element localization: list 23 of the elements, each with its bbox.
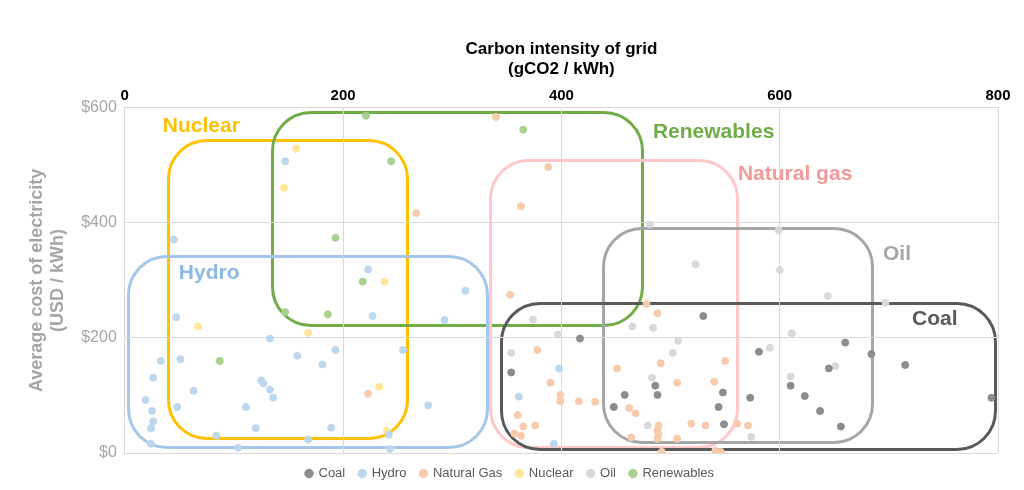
x-tick-label: 600 [767, 85, 793, 103]
legend-label: Natural Gas [432, 465, 503, 481]
annotation: Nuclear [162, 112, 240, 136]
legend-label: Renewables [642, 465, 715, 481]
x-axis-title: Carbon intensity of grid (gCO2 / kWh) [465, 38, 658, 79]
y-tick-label: $200 [81, 328, 117, 346]
legend-label: Coal [318, 465, 346, 481]
x-tick-label: 400 [548, 85, 574, 103]
legend-label: Hydro [371, 465, 407, 481]
x-tick-label: 800 [985, 85, 1011, 103]
y-tick-label: $0 [99, 443, 117, 461]
annotation: Renewables [652, 119, 775, 143]
y-tick-label: $600 [81, 98, 117, 116]
annotation: Oil [882, 240, 911, 264]
legend-label: Oil [600, 465, 617, 481]
legend-label: Nuclear [528, 465, 575, 481]
x-tick-label: 0 [120, 85, 129, 103]
annotation: Hydro [178, 260, 240, 284]
x-tick-label: 200 [330, 85, 356, 103]
annotation: Coal [911, 306, 958, 330]
annotation: Natural gas [737, 160, 853, 184]
y-axis-title: Average cost of electricity (USD / kWh) [25, 168, 68, 393]
y-tick-label: $400 [81, 213, 117, 231]
